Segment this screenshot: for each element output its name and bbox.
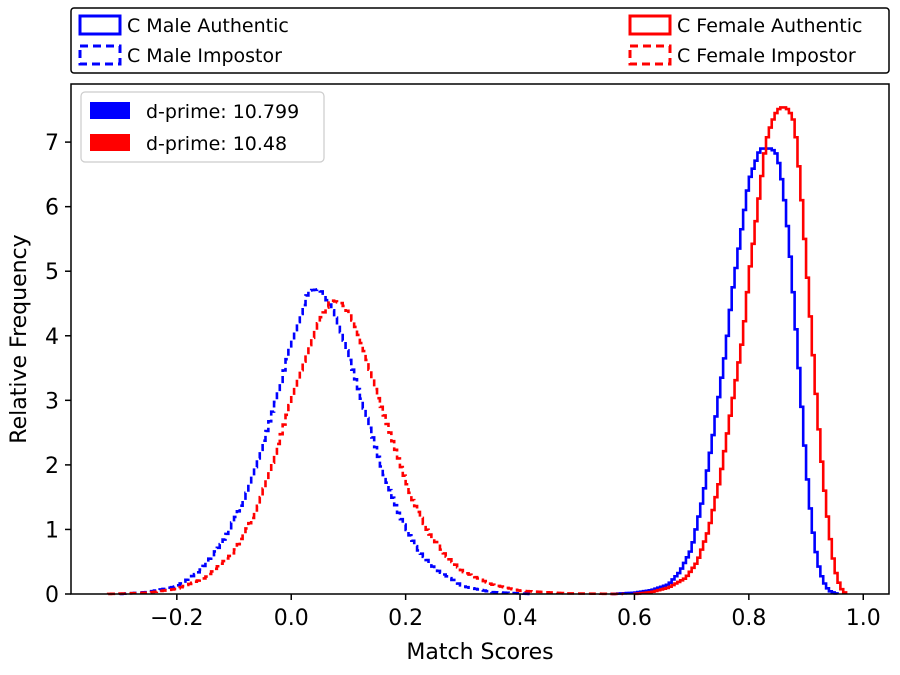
inner-legend-label-blue: d-prime: 10.799 — [146, 101, 299, 123]
plot-area: −0.2 0.0 0.2 0.4 0.6 0.8 1.0 0 1 2 3 4 5 6 7 — [45, 83, 890, 631]
inner-legend-label-red: d-prime: 10.48 — [146, 133, 287, 155]
y-tick-label: 0 — [45, 583, 59, 608]
inner-legend-frame — [80, 91, 325, 163]
series-female-impostor — [106, 299, 625, 596]
x-axis-ticks: −0.2 0.0 0.2 0.4 0.6 0.8 1.0 — [150, 594, 881, 631]
x-axis-title: Match Scores — [406, 640, 553, 665]
y-axis-title: Relative Frequency — [7, 234, 32, 443]
legend-label-female-impostor: C Female Impostor — [677, 45, 856, 67]
y-tick-label: 2 — [45, 454, 59, 479]
legend-label-male-authentic: C Male Authentic — [127, 15, 289, 37]
series-female-authentic — [633, 106, 848, 596]
y-tick-label: 7 — [45, 131, 59, 156]
x-tick-label: 0.4 — [503, 606, 538, 631]
legend-label-female-authentic: C Female Authentic — [677, 15, 862, 37]
axes-frame — [70, 83, 890, 595]
y-axis-ticks: 0 1 2 3 4 5 6 7 — [45, 131, 71, 608]
x-tick-label: −0.2 — [150, 606, 203, 631]
x-tick-label: 0.2 — [388, 606, 423, 631]
inner-legend-swatch-red — [90, 134, 130, 151]
top-legend: C Male Authentic C Male Impostor C Femal… — [70, 7, 890, 74]
y-tick-label: 5 — [45, 260, 59, 285]
legend-swatch-female-impostor — [628, 44, 672, 66]
x-tick-label: 0.0 — [274, 606, 309, 631]
top-legend-frame — [70, 7, 890, 74]
x-tick-label: 0.8 — [731, 606, 766, 631]
y-tick-label: 6 — [45, 196, 59, 221]
series-layer — [106, 106, 848, 596]
series-male-impostor — [118, 288, 533, 596]
legend-label-male-impostor: C Male Impostor — [127, 45, 282, 67]
y-tick-label: 1 — [45, 518, 59, 543]
legend-swatch-male-impostor — [78, 44, 122, 66]
x-tick-label: 0.6 — [617, 606, 652, 631]
legend-swatch-female-authentic — [628, 14, 672, 36]
legend-swatch-male-authentic — [78, 14, 122, 36]
y-tick-label: 4 — [45, 325, 59, 350]
inner-legend: d-prime: 10.799 d-prime: 10.48 — [80, 91, 325, 163]
inner-legend-swatch-blue — [90, 102, 130, 119]
y-tick-label: 3 — [45, 389, 59, 414]
x-tick-label: 1.0 — [846, 606, 881, 631]
series-male-authentic — [610, 147, 839, 596]
